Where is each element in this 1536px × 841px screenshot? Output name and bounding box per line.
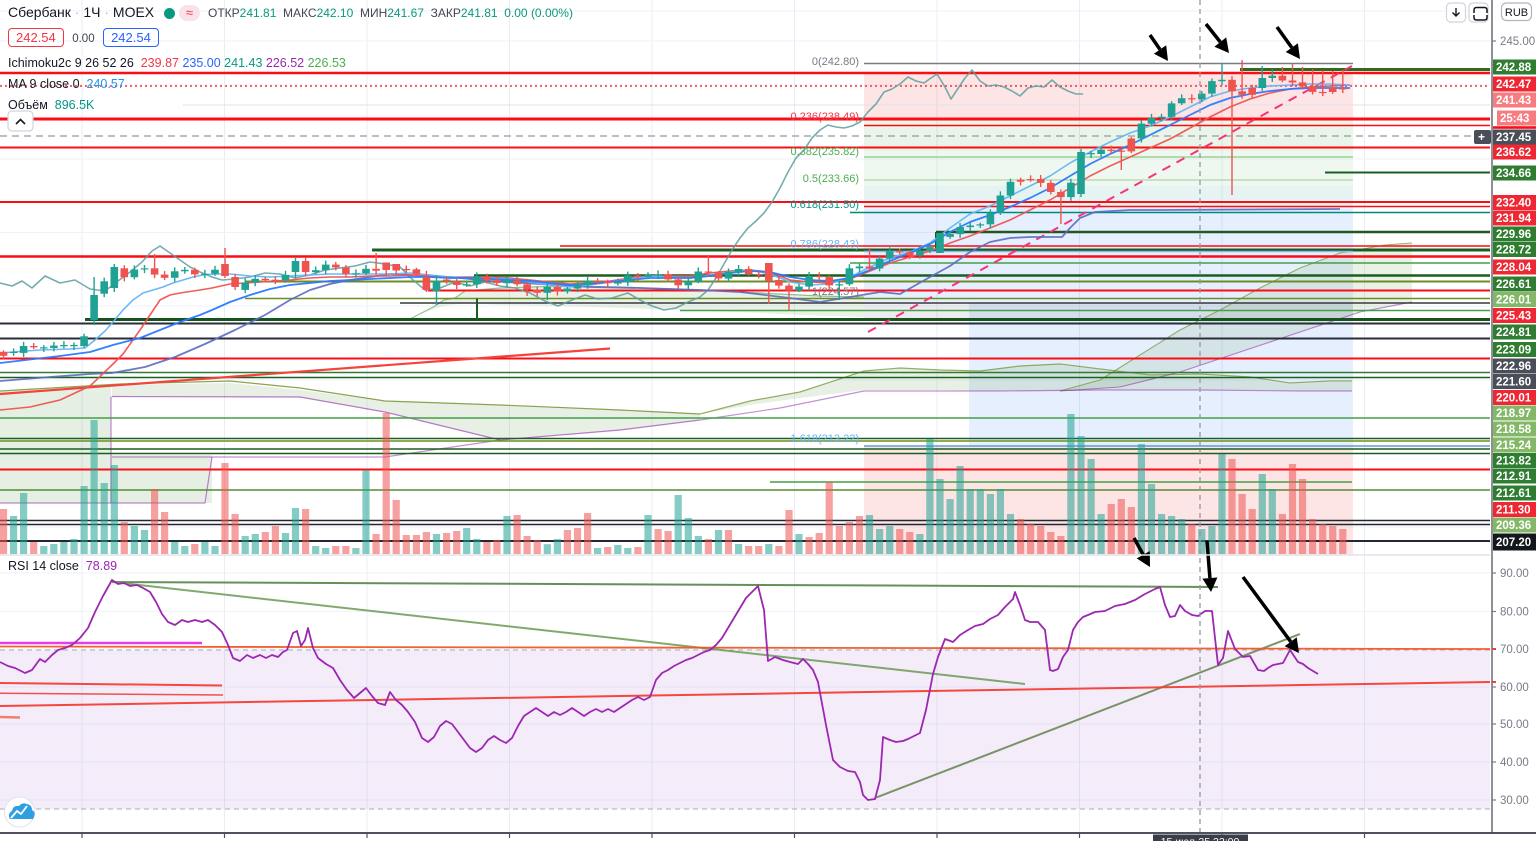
svg-text:RUB: RUB [1505,7,1528,19]
svg-text:226.61: 226.61 [1496,279,1532,291]
svg-text:70.00: 70.00 [1500,644,1529,656]
svg-text:228.04: 228.04 [1496,262,1532,274]
svg-text:224.81: 224.81 [1496,327,1532,339]
svg-text:226.01: 226.01 [1496,295,1532,307]
svg-text:232.40: 232.40 [1496,198,1531,210]
svg-text:40.00: 40.00 [1500,757,1529,769]
svg-text:80.00: 80.00 [1500,607,1529,619]
svg-text:211.30: 211.30 [1496,505,1531,517]
svg-text:25:43: 25:43 [1500,113,1529,125]
svg-text:0.618(231.50): 0.618(231.50) [791,199,860,211]
svg-text:222.96: 222.96 [1496,361,1531,373]
svg-text:50.00: 50.00 [1500,719,1529,731]
svg-text:+: + [1478,130,1485,144]
svg-text:225.43: 225.43 [1496,311,1531,323]
svg-text:229.96: 229.96 [1496,229,1531,241]
svg-text:30.00: 30.00 [1500,795,1529,807]
svg-text:215.24: 215.24 [1496,440,1532,452]
svg-text:234.66: 234.66 [1496,168,1531,180]
svg-text:207.20: 207.20 [1496,537,1531,549]
svg-text:60.00: 60.00 [1500,682,1529,694]
svg-text:212.91: 212.91 [1496,471,1532,483]
svg-text:241.43: 241.43 [1496,95,1531,107]
svg-text:15 июл·25 22:00: 15 июл·25 22:00 [1161,836,1240,841]
svg-text:242.88: 242.88 [1496,62,1532,74]
svg-text:236.62: 236.62 [1496,147,1531,159]
svg-text:245.00: 245.00 [1500,36,1535,48]
svg-text:209.36: 209.36 [1496,520,1531,532]
svg-text:218.58: 218.58 [1496,424,1532,436]
svg-text:90.00: 90.00 [1500,568,1529,580]
svg-text:228.72: 228.72 [1496,245,1531,257]
svg-text:212.61: 212.61 [1496,488,1532,500]
svg-text:1.618(213.22): 1.618(213.22) [791,433,860,445]
svg-text:213.82: 213.82 [1496,456,1531,468]
svg-text:237.45: 237.45 [1496,132,1532,144]
svg-text:0.382(235.82): 0.382(235.82) [791,146,860,158]
svg-text:231.94: 231.94 [1496,213,1532,225]
svg-text:1(224.57): 1(224.57) [812,286,859,298]
svg-text:223.09: 223.09 [1496,345,1531,357]
svg-text:0.786(228.43): 0.786(228.43) [791,239,860,251]
svg-text:0.5(233.66): 0.5(233.66) [803,173,859,185]
svg-text:0(242.80): 0(242.80) [812,56,859,68]
svg-text:221.60: 221.60 [1496,377,1531,389]
svg-text:242.47: 242.47 [1496,79,1531,91]
svg-text:0.236(238.49): 0.236(238.49) [791,111,860,123]
svg-text:220.01: 220.01 [1496,393,1532,405]
svg-text:218.97: 218.97 [1496,408,1531,420]
